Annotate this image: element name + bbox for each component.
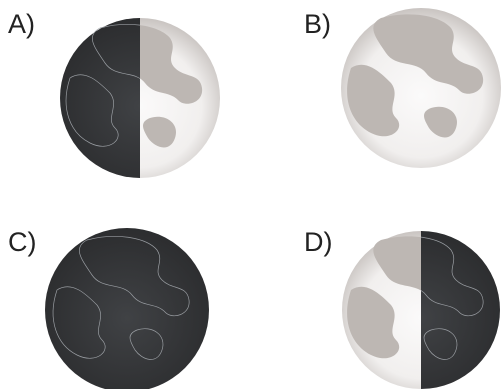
option-label: A): [8, 9, 35, 39]
option-label: D): [304, 227, 333, 257]
option-label: C): [8, 227, 37, 257]
moon-last-quarter: [342, 231, 500, 389]
moon-full: [341, 8, 501, 168]
option-label: B): [304, 9, 331, 39]
moon-first-quarter: [60, 18, 220, 178]
moon-new: [45, 228, 209, 389]
